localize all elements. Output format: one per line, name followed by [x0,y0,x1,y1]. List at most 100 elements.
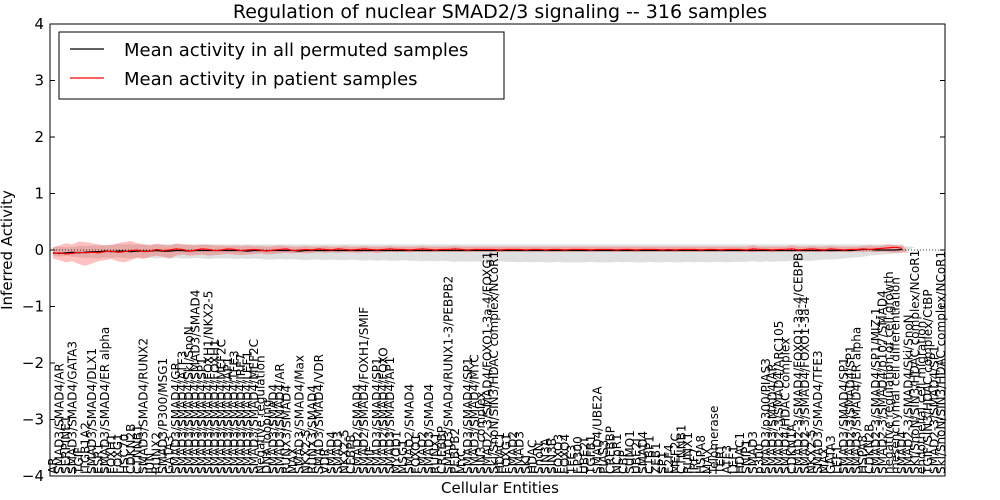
x-tick-label: SMAD3/SMAD4/MEF2C [215,339,229,474]
x-tick-label: SMAD3/SMAD4/MEF2C [247,339,261,474]
x-tick-label: HDAC1 [733,432,747,474]
x-tick-label: CTBP1 [642,435,656,474]
band-permuted [53,244,916,263]
x-tick-label: SIN3B [545,438,559,474]
x-tick-label: SMAD3/SMAD4/SP1 [461,357,475,474]
x-tick-label: MSG1 [396,439,410,474]
x-tick-label: MYOD1 [390,431,404,474]
x-tick-label: ZEB1 [649,442,663,474]
x-tick-label: p300 [753,443,767,474]
x-tick-label: SMAD3/SMAD4/Ski/SnoN [182,326,196,474]
x-tick-label: FOXG1 [111,433,125,474]
legend-label-patient: Mean activity in patient samples [124,69,418,90]
x-tick-label: SMAD3/SMAD4/VDR [312,354,326,474]
x-tick-label: SMAD2/SMAD4 [403,384,417,474]
x-tick-label: LEF1 [830,445,844,474]
x-tick-label: SIN3A [539,437,553,474]
x-tick-label: SMIF [364,445,378,474]
y-tick-label: 3 [34,72,44,90]
x-tick-label: SMAD3/SMAD4/ER alpha [850,327,864,474]
x-tick-label: TGFB1 [584,435,598,475]
x-tick-label: IRF7 [688,448,702,474]
x-tick-label: SP1 [655,452,669,475]
x-tick-label: SMAD3/SMAD4/FOXH1/NKX2-5 [202,291,216,474]
x-tick-label: MAX [817,447,831,474]
x-tick-label: Ski/SnoN/SIN3/HDAC complex/NCoR1 [934,251,948,474]
y-axis-label: Inferred Activity [0,190,16,310]
x-tick-label: SMAD3 [331,431,345,474]
x-tick-label: VDR [318,448,332,474]
x-tick-label: SMAD3/SMAD4/FOXH1 [208,339,222,474]
x-tick-label: ATF3 [720,445,734,474]
legend-label-permuted: Mean activity in all permuted samples [124,40,468,61]
x-tick-label: RUNX3/SMAD4 [305,385,319,474]
x-tick-label: SnoN [532,442,546,474]
x-tick-label: SMAD3/SMAD4/DLX1 [85,348,99,474]
y-tick-label: −1 [22,298,44,316]
x-tick-label: UBE2I [629,438,643,474]
x-tick-label: FOXO4 [558,434,572,474]
x-tick-label: SMAD4 [325,431,339,474]
x-tick-label: negative regulation of cell growth [882,271,896,474]
x-tick-label: HSC70 [117,434,131,474]
x-tick-label: SMAD3/SMAD4 [422,384,436,474]
x-tick-label: MAX [701,447,715,474]
x-tick-label: SMAD3/P300/MSG1 [156,358,170,474]
x-tick-label: SMAD3/SMAD4/AP1 [221,357,235,474]
x-tick-label: HSPA8 [694,435,708,474]
x-tick-label: CDKN2B [863,424,877,474]
x-tick-label: Negative regulation [253,355,267,474]
y-axis: −4 −3 −2 −1 0 1 2 3 4 [22,15,945,485]
x-tick-label: SERPINE1 [59,415,73,474]
x-tick-label: FOXG1 [500,433,514,474]
x-tick-label: PEBPB2 [448,428,462,474]
x-tick-label: HDAC [526,440,540,474]
x-tick-label: Ski/SnoN/SIN3/HDAC complex/NCoR1 [487,251,501,474]
x-tick-label: SMAD3/SMAD4/SP1 [837,357,851,474]
x-tick-label: SMAD3/SMAD4/SP1 [370,357,384,474]
x-tick-label: NKX2-5 [338,429,352,474]
x-tick-label: SMAD2 [506,431,520,474]
y-tick-label: −2 [22,354,44,372]
chart-title: Regulation of nuclear SMAD2/3 signaling … [233,1,767,23]
x-tick-label: SMAD3/SMAD4/GR [169,362,183,474]
x-tick-label: TFE3 [565,445,579,475]
x-tick-label: SMAD3/SMAD4/SP1 [195,357,209,474]
x-tick-label: NKX2-5 [299,429,313,474]
x-tick-label: EP300 [571,436,585,474]
x-tick-label: CDKN2B [124,424,138,474]
x-tick-label: CREBBP [603,426,617,474]
legend-box [58,31,505,100]
x-tick-label: SMAD3 [513,431,527,474]
x-tick-label: JUN [143,453,157,475]
x-tick-label: SMAD3/SMAD4/AR [273,363,287,474]
x-tick-label: SUMO1 [623,430,637,474]
band-patient [53,240,909,266]
x-tick-label: SKI [519,455,533,474]
x-tick-labels: ARSMAD3/SMAD4/ARSERPINE1SMAD3/SMAD4/GATA… [46,250,948,475]
x-tick-label: SMAD4 [636,431,650,474]
x-tick-label: RUNX3/SMAD4 [279,385,293,474]
y-tick-label: −4 [22,467,44,485]
x-tick-label: SMAD4/HDAC complex [778,338,792,474]
x-tick-label: SMAD3 [746,431,760,474]
x-tick-label: DNA looping [260,400,274,474]
x-tick-label: CREBBP [435,426,449,474]
x-tick-label: SMAD2-3/SMAD4/Ski/SnoN [902,314,916,474]
x-tick-label: ITGB1A2 [78,422,92,474]
x-tick-label: SNIP1 [740,439,754,474]
plot-area [50,240,945,266]
x-tick-label: SMAD2-3/SMAD4/FOXO1-3a-4/FOXG1 [480,252,494,474]
x-tick-label: UBE2I [578,438,592,474]
y-tick-label: −3 [22,411,44,429]
x-tick-label: SMAD2 [415,431,429,474]
x-tick-label: SMAD3/SMAD4/IRF7 [234,353,248,474]
x-tick-label: SMAD4 [895,431,909,474]
y-tick-label: 4 [34,15,44,33]
x-tick-label: SMAD3/SMAD4/LEF1 [240,351,254,474]
series-line-patient [52,246,903,255]
x-tick-label: TGIF [72,447,86,475]
x-tick-label: SMAD2/SMAD4 [351,384,365,474]
x-tick-label: NCoR1 [610,433,624,474]
x-tick-label: RUNX1 [681,432,695,474]
